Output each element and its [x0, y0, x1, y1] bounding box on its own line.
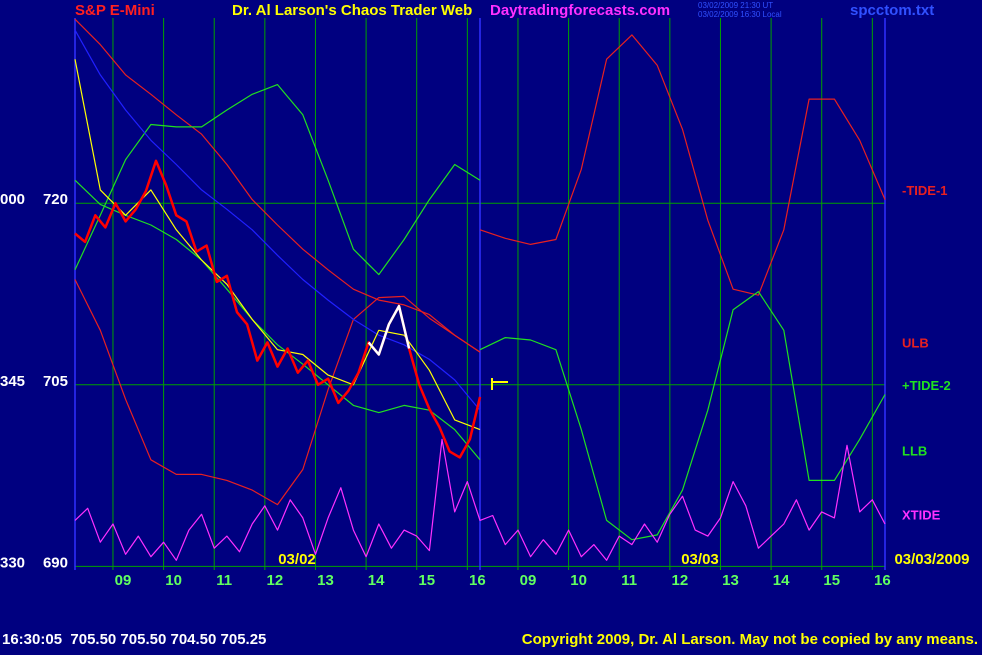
- x-tick-label: 16: [469, 572, 486, 589]
- series-line: [74, 179, 481, 461]
- y-outer-label: 345: [0, 373, 25, 390]
- series-line: [74, 438, 886, 561]
- x-tick-label: 14: [773, 572, 790, 589]
- file-name: spcctom.txt: [850, 2, 934, 19]
- legend-label: ULB: [902, 336, 929, 351]
- x-tick-label: 10: [570, 572, 587, 589]
- y-outer-label: 000: [0, 191, 25, 208]
- x-tick-label: 14: [368, 572, 385, 589]
- chart-title: Dr. Al Larson's Chaos Trader Web: [232, 2, 472, 19]
- x-tick-label: 15: [418, 572, 435, 589]
- series-line: [479, 34, 886, 296]
- copyright: Copyright 2009, Dr. Al Larson. May not b…: [522, 631, 978, 648]
- series-line: [74, 29, 481, 411]
- x-tick-label: 11: [621, 572, 637, 589]
- series-line: [367, 304, 411, 356]
- legend-label: +TIDE-2: [902, 378, 951, 393]
- y-tick-label: 690: [43, 554, 68, 571]
- symbol: S&P E-Mini: [75, 2, 155, 19]
- date-label: 03/03: [681, 551, 719, 568]
- site: Daytradingforecasts.com: [490, 2, 670, 19]
- timestamp: 03/02/2009 21:30 UT: [698, 1, 773, 10]
- legend-label: -TIDE-1: [902, 183, 948, 198]
- series-line: [74, 18, 481, 353]
- x-tick-label: 10: [165, 572, 182, 589]
- legend-label: XTIDE: [902, 507, 941, 522]
- x-tick-label: 13: [722, 572, 739, 589]
- x-tick-label: 15: [823, 572, 840, 589]
- x-tick-label: 11: [216, 572, 232, 589]
- marker: [491, 378, 508, 390]
- x-tick-label: 12: [672, 572, 689, 589]
- series-line: [74, 83, 481, 276]
- timestamp: 03/02/2009 16:30 Local: [698, 10, 782, 19]
- x-tick-label: 16: [874, 572, 891, 589]
- x-tick-label: 12: [267, 572, 284, 589]
- series-line: [74, 159, 482, 459]
- quote: 16:30:05 705.50 705.50 704.50 705.25: [2, 631, 266, 648]
- x-tick-label: 09: [115, 572, 132, 589]
- y-tick-label: 705: [43, 373, 68, 390]
- legend-label: LLB: [902, 443, 927, 458]
- series-line: [74, 279, 481, 506]
- date-label: 03/03/2009: [894, 551, 969, 568]
- grid: [75, 18, 885, 570]
- x-tick-label: 09: [520, 572, 537, 589]
- y-outer-label: 330: [0, 554, 25, 571]
- date-label: 03/02: [278, 551, 316, 568]
- y-tick-label: 720: [43, 191, 68, 208]
- x-tick-label: 13: [317, 572, 334, 589]
- series-line: [479, 291, 886, 541]
- lines: [74, 18, 886, 561]
